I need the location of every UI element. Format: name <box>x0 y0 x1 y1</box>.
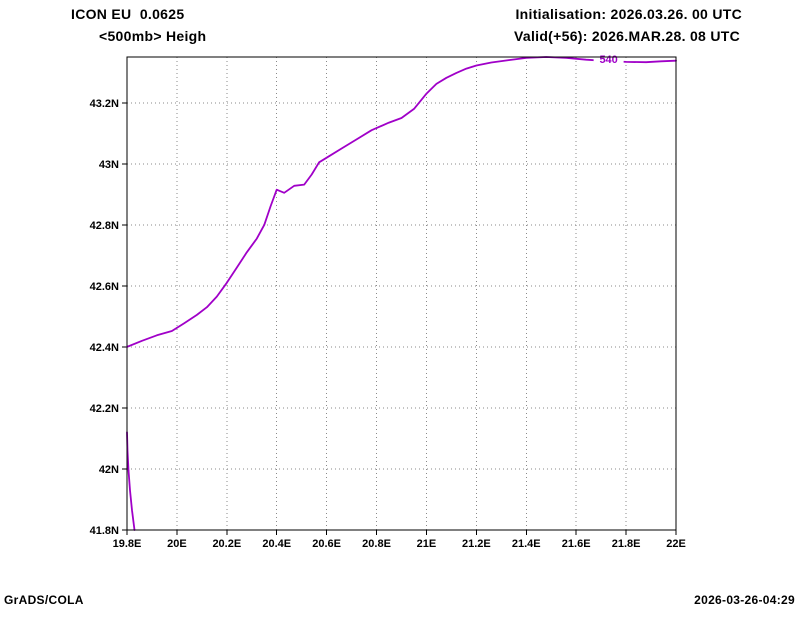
x-tick-label: 19.8E <box>113 538 142 550</box>
x-tick-label: 21.4E <box>512 538 541 550</box>
x-tick-label: 20E <box>167 538 187 550</box>
x-tick-label: 21.2E <box>462 538 491 550</box>
initialisation-time: Initialisation: 2026.03.26. 00 UTC <box>515 6 742 22</box>
x-tick-label: 20.4E <box>262 538 291 550</box>
contour-540-main <box>126 56 677 348</box>
grads-credit: GrADS/COLA <box>4 593 84 607</box>
creation-timestamp: 2026-03-26-04:29 <box>694 593 795 607</box>
y-tick-label: 41.8N <box>90 525 119 537</box>
model-title: ICON EU 0.0625 <box>71 6 185 22</box>
contour-540-southwest <box>126 431 136 531</box>
x-tick-label: 20.2E <box>212 538 241 550</box>
x-tick-label: 21.6E <box>562 538 591 550</box>
x-tick-label: 20.6E <box>312 538 341 550</box>
contour-label: 540 <box>599 54 617 66</box>
y-tick-label: 42.6N <box>90 281 119 293</box>
plot-frame <box>126 56 677 531</box>
y-tick-label: 42.8N <box>90 220 119 232</box>
y-tick-label: 42.4N <box>90 342 119 354</box>
y-tick-label: 43N <box>99 159 119 171</box>
contour-label-gap <box>593 52 624 66</box>
y-tick-label: 42.2N <box>90 403 119 415</box>
y-tick-label: 43.2N <box>90 98 119 110</box>
variable-title: <500mb> Heigh <box>99 28 207 44</box>
x-tick-label: 21E <box>417 538 437 550</box>
x-tick-label: 21.8E <box>612 538 641 550</box>
y-tick-label: 42N <box>99 464 119 476</box>
valid-time: Valid(+56): 2026.MAR.28. 08 UTC <box>514 28 740 44</box>
x-tick-label: 22E <box>666 538 686 550</box>
x-tick-label: 20.8E <box>362 538 391 550</box>
